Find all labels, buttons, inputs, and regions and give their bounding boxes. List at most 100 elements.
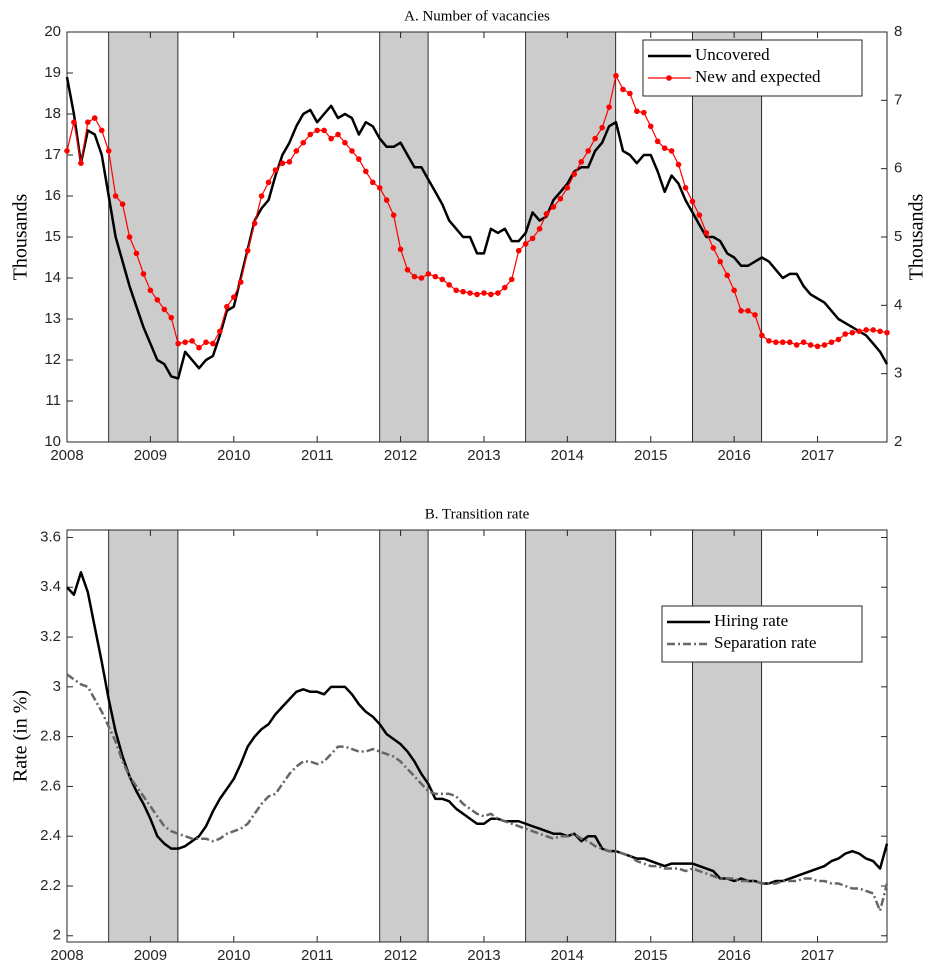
series-line: [66, 673, 889, 913]
series-marker: [627, 90, 633, 97]
y-tick-label: 18: [44, 105, 61, 122]
series-marker: [126, 234, 133, 240]
y-axis-label: Rate (in %): [10, 690, 32, 782]
series-marker: [356, 156, 362, 162]
series-marker: [508, 276, 515, 283]
series-marker: [265, 179, 272, 186]
y2-tick-label: 8: [894, 23, 902, 40]
series-marker: [842, 331, 849, 337]
series-marker: [863, 327, 869, 333]
series-marker: [112, 193, 119, 199]
x-tick-label: 2008: [50, 947, 83, 964]
x-tick-label: 2009: [134, 447, 167, 464]
series-marker: [168, 314, 175, 321]
series-marker: [668, 148, 675, 154]
shaded-period: [379, 31, 429, 443]
y-tick-label: 3.2: [40, 628, 61, 645]
series-marker: [293, 148, 300, 154]
x-tick-label: 2015: [634, 447, 667, 464]
series-marker: [793, 342, 800, 348]
x-tick-label: 2010: [217, 447, 250, 464]
series-marker: [411, 273, 418, 280]
y-tick-label: 13: [44, 310, 61, 327]
series-marker: [279, 160, 286, 166]
y-tick-label: 20: [44, 23, 61, 40]
y2-tick-label: 4: [894, 296, 902, 313]
series-marker: [224, 303, 230, 310]
y2-tick-label: 2: [894, 433, 902, 450]
series-marker: [314, 127, 320, 134]
x-tick-label: 2016: [717, 447, 750, 464]
series-marker: [835, 336, 842, 343]
series-marker: [856, 328, 863, 335]
series-marker: [237, 279, 244, 285]
series-marker: [779, 339, 786, 346]
series-marker: [564, 185, 571, 191]
series-marker: [814, 343, 821, 350]
series-marker: [432, 273, 439, 280]
y-tick-label: 19: [44, 64, 61, 81]
series-marker: [606, 104, 612, 110]
x-tick-label: 2017: [801, 947, 834, 964]
series-marker: [418, 275, 425, 281]
series-marker: [710, 245, 717, 251]
series-marker: [300, 139, 307, 146]
y2-tick-label: 5: [894, 228, 902, 245]
series-marker: [557, 195, 564, 202]
series-marker: [321, 127, 327, 134]
series-marker: [536, 226, 543, 232]
legend-label: Uncovered: [695, 45, 770, 64]
series-marker: [85, 119, 91, 125]
series-marker: [738, 308, 744, 314]
series-marker: [641, 109, 647, 116]
series-marker: [154, 297, 161, 303]
series-marker: [328, 135, 334, 142]
series-marker: [481, 290, 487, 296]
series-marker: [119, 201, 126, 207]
series-marker: [272, 167, 279, 173]
y-tick-label: 15: [44, 228, 61, 245]
y-tick-label: 2.4: [40, 827, 61, 844]
y-tick-label: 11: [45, 392, 61, 409]
series-marker: [105, 148, 112, 154]
series-marker: [133, 250, 140, 257]
legend-label: New and expected: [695, 67, 821, 86]
x-tick-label: 2015: [634, 947, 667, 964]
legend-box: [661, 605, 863, 663]
series-marker: [689, 198, 696, 205]
plot-frame: [66, 529, 888, 943]
y-tick-label: 2.2: [40, 877, 61, 894]
series-marker: [599, 124, 605, 131]
series-marker: [210, 340, 216, 347]
series-marker: [522, 241, 529, 247]
series-marker: [752, 312, 758, 318]
series-marker: [467, 290, 473, 296]
series-marker: [349, 148, 355, 154]
panel-title: A. Number of vacancies: [404, 8, 550, 24]
series-marker: [592, 135, 598, 142]
series-marker: [474, 291, 480, 298]
series-marker: [634, 108, 640, 115]
y-tick-label: 16: [44, 187, 61, 204]
series-marker: [502, 284, 508, 291]
y-tick-label: 2: [53, 927, 61, 944]
series-marker: [585, 148, 592, 154]
x-tick-label: 2013: [467, 947, 500, 964]
legend-marker: [666, 75, 672, 81]
shaded-period: [108, 529, 179, 943]
series-marker: [731, 287, 737, 294]
series-marker: [703, 230, 710, 236]
y2-tick-label: 6: [894, 160, 902, 177]
y-tick-label: 17: [44, 146, 61, 163]
shaded-period: [379, 529, 429, 943]
shaded-period: [525, 31, 617, 443]
series-marker: [766, 338, 772, 344]
series-marker: [724, 272, 731, 279]
legend-label: Separation rate: [714, 633, 816, 652]
series-marker: [258, 193, 265, 199]
series-marker: [495, 290, 501, 296]
series-marker: [376, 185, 383, 191]
series-marker: [182, 339, 188, 346]
series-marker: [682, 185, 689, 191]
